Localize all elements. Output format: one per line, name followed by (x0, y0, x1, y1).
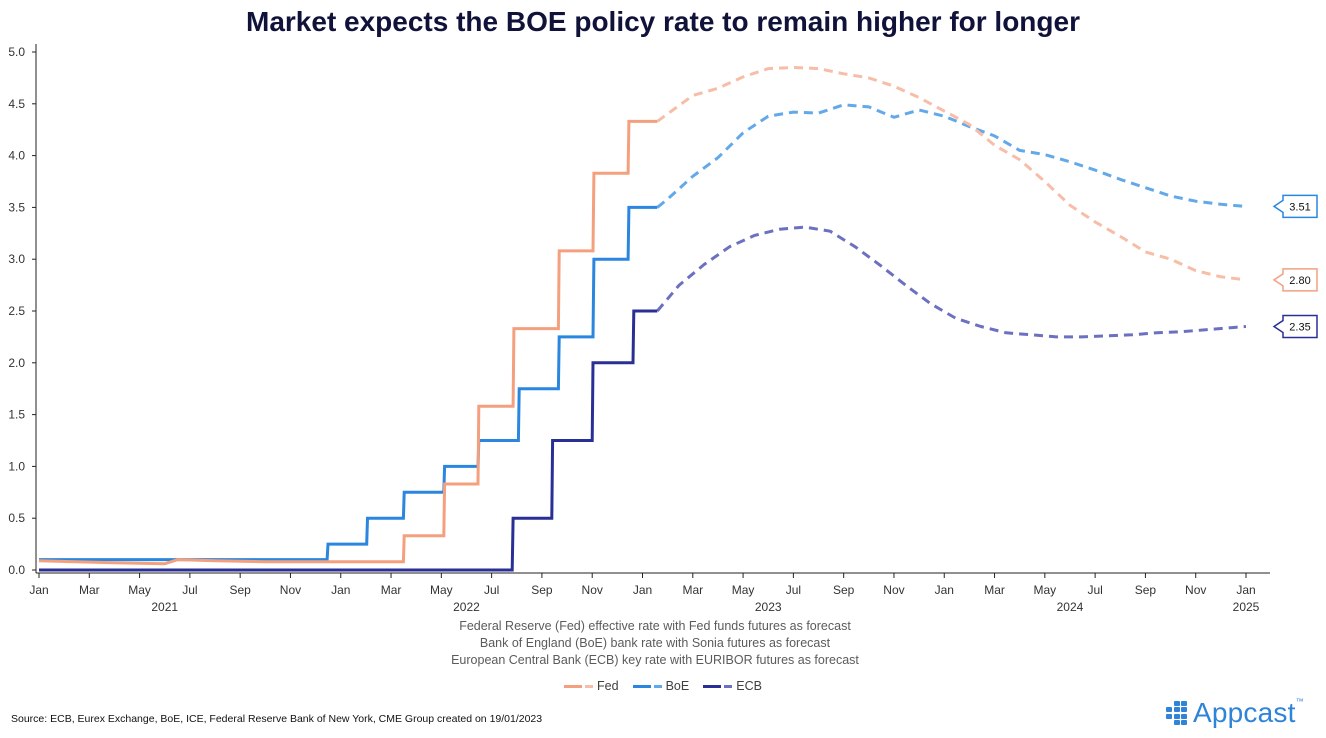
legend-item-fed[interactable]: Fed (564, 679, 619, 693)
x-tick-label: Mar (682, 583, 703, 597)
subtitle-line-ecb: European Central Bank (ECB) key rate wit… (451, 653, 859, 667)
x-tick-label: Mar (381, 583, 402, 597)
end-label-box-ecb (1272, 314, 1318, 339)
x-tick-label: May (732, 583, 755, 597)
y-tick-label: 1.0 (8, 459, 25, 473)
chart-title: Market expects the BOE policy rate to re… (246, 6, 1080, 37)
x-tick-label: Jan (29, 583, 48, 597)
x-year-label: 2023 (755, 600, 782, 614)
x-tick-label: Jul (484, 583, 499, 597)
end-label-ecb: 2.35 (1289, 322, 1310, 334)
legend-swatch-boe (632, 684, 662, 688)
legend-swatch-ecb (703, 684, 733, 688)
end-label-box-fed (1272, 268, 1318, 292)
y-axis: 0.0 0.5 1.0 1.5 2.0 2.5 3.0 3.5 4.0 4.5 5.0 (8, 44, 37, 577)
x-tick-label: Mar (984, 583, 1005, 597)
x-tick-label: Jul (786, 583, 801, 597)
x-tick-label: Sep (1135, 583, 1157, 597)
series-forecast-fed (656, 66, 1247, 282)
brand-logo: Appcast™ (1166, 697, 1304, 729)
x-axis: Jan Mar May Jul Sep Nov Jan Mar May Jul Sep Nov Jan M… (29, 572, 1270, 614)
x-tick-label: May (128, 583, 151, 597)
x-year-label: 2022 (453, 600, 480, 614)
x-year-label: 2021 (151, 600, 178, 614)
y-tick-label: 2.5 (8, 304, 25, 318)
x-tick-label: Jan (935, 583, 954, 597)
y-tick-label: 0.5 (8, 511, 25, 525)
legend-swatch-fed (564, 684, 594, 688)
legend: Fed BoE ECB (0, 679, 1326, 693)
x-year-label: 2024 (1057, 600, 1084, 614)
x-tick-label: Sep (531, 583, 553, 597)
brand-wordmark: Appcast™ (1193, 697, 1304, 728)
x-tick-label: Mar (79, 583, 100, 597)
series-lines (38, 66, 1247, 572)
end-label-boe: 3.51 (1289, 201, 1310, 213)
x-tick-label: Nov (582, 583, 603, 597)
legend-label-fed: Fed (597, 679, 619, 693)
y-tick-label: 1.5 (8, 408, 25, 422)
series-forecast-boe (656, 103, 1247, 209)
y-tick-label: 4.5 (8, 97, 25, 111)
series-actual-ecb (39, 309, 658, 572)
subtitle-line-boe: Bank of England (BoE) bank rate with Son… (479, 636, 831, 650)
chart-subtitle: Federal Reserve (Fed) effective rate wit… (0, 618, 1310, 669)
x-tick-label: May (430, 583, 453, 597)
end-label-fed: 2.80 (1289, 275, 1310, 287)
end-label-box-boe (1272, 194, 1318, 219)
x-year-label: 2025 (1233, 600, 1260, 614)
legend-item-ecb[interactable]: ECB (703, 679, 762, 693)
legend-label-ecb: ECB (736, 679, 762, 693)
x-tick-label: Sep (833, 583, 855, 597)
y-tick-label: 0.0 (8, 563, 25, 577)
x-tick-label: Jan (1236, 583, 1255, 597)
series-forecast-ecb (656, 225, 1247, 339)
y-tick-label: 5.0 (8, 45, 25, 59)
x-tick-label: Nov (1185, 583, 1206, 597)
series-actual-fed (38, 119, 658, 566)
x-tick-label: May (1033, 583, 1056, 597)
y-tick-label: 3.0 (8, 252, 25, 266)
y-tick-label: 2.0 (8, 356, 25, 370)
x-tick-label: Nov (280, 583, 301, 597)
x-tick-label: Jan (633, 583, 652, 597)
series-actual-boe (39, 205, 658, 562)
subtitle-line-fed: Federal Reserve (Fed) effective rate wit… (459, 619, 851, 633)
brand-grid-icon (1166, 700, 1187, 726)
x-tick-label: Nov (883, 583, 904, 597)
legend-item-boe[interactable]: BoE (632, 679, 690, 693)
x-tick-label: Jul (1087, 583, 1102, 597)
y-tick-label: 4.0 (8, 149, 25, 163)
source-note: Source: ECB, Eurex Exchange, BoE, ICE, F… (11, 713, 543, 725)
legend-label-boe: BoE (665, 679, 690, 693)
x-tick-label: Jan (331, 583, 350, 597)
end-labels: 2.35 3.51 2.80 (1272, 194, 1318, 339)
x-tick-label: Jul (182, 583, 197, 597)
y-tick-label: 3.5 (8, 200, 25, 214)
x-tick-label: Sep (229, 583, 251, 597)
